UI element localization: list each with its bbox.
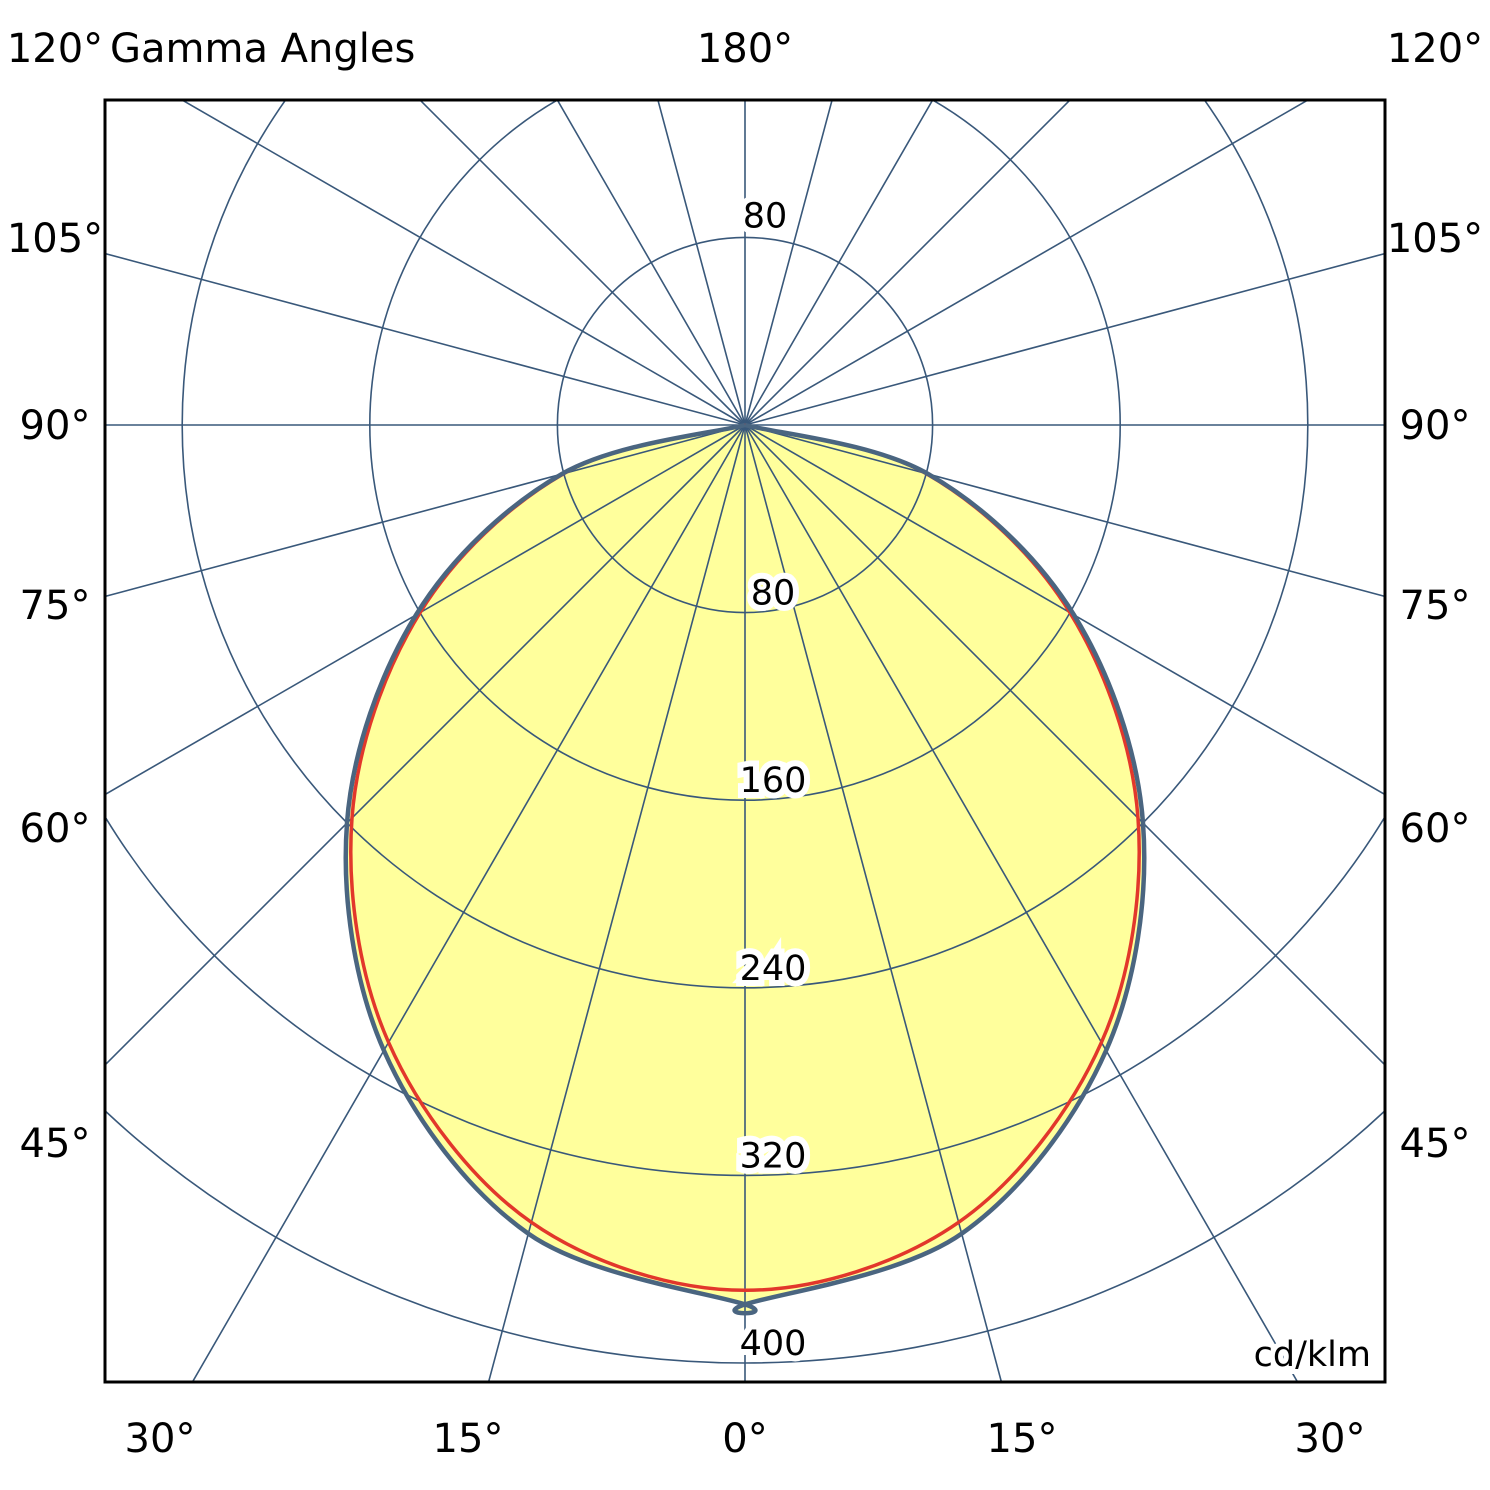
gamma-ray-line (418, 100, 746, 426)
angle-label-bottom: 30° (1295, 1416, 1366, 1462)
angle-label-left: 60° (20, 806, 91, 852)
angle-label-right: 105° (1387, 216, 1483, 262)
angle-label-left: 90° (20, 403, 91, 449)
gamma-ray-line (744, 100, 1310, 426)
gamma-ray-line (744, 424, 1385, 1067)
gamma-ray-line (744, 100, 1072, 426)
plot-frame (103, 98, 1387, 1384)
gamma-ray-line (657, 100, 746, 426)
angle-label-right: 45° (1400, 1121, 1471, 1167)
gamma-ray-line (744, 100, 934, 426)
angle-label-bottom: 0° (722, 1416, 767, 1462)
gamma-ray-line (487, 424, 746, 1382)
intensity-curve-red (349, 423, 1141, 1293)
radial-tick-label-lower: 160 (740, 761, 807, 801)
gamma-ray-line (744, 424, 1385, 598)
gamma-ray-line (191, 424, 746, 1382)
angle-label-right: 120° (1387, 26, 1483, 72)
gamma-ray-line (744, 424, 1003, 1382)
gamma-ray-line (744, 252, 1385, 426)
gamma-ray-line (105, 424, 746, 598)
radial-tick-label-upper: 80 (743, 196, 788, 236)
angle-label-right: 60° (1400, 806, 1471, 852)
angle-label-top: 180° (697, 26, 793, 72)
angle-label-right: 90° (1400, 403, 1471, 449)
gamma-ray-line (744, 100, 833, 426)
gamma-ray-line (744, 424, 1385, 796)
gamma-ray-line (556, 100, 746, 426)
radial-tick-label-lower: 240 (740, 949, 807, 989)
units-label: cd/klm (1254, 1335, 1371, 1375)
gamma-ray-line (105, 424, 746, 1067)
angle-label-left: 120° (7, 26, 103, 72)
angle-label-left: 75° (20, 583, 91, 629)
gamma-ray-line (105, 252, 746, 426)
intensity-curve-blue (343, 422, 1147, 1316)
gamma-ray-line (180, 100, 746, 426)
angle-label-bottom: 30° (125, 1416, 196, 1462)
radial-tick-label-lower: 400 (740, 1324, 807, 1364)
angle-label-left: 105° (7, 216, 103, 262)
gamma-ray-line (105, 424, 746, 796)
angle-label-right: 75° (1400, 583, 1471, 629)
gamma-ray-line (744, 424, 1299, 1382)
radial-tick-label-lower: 320 (740, 1136, 807, 1176)
angle-label-bottom: 15° (433, 1416, 504, 1462)
angle-label-left: 45° (20, 1121, 91, 1167)
chart-title: Gamma Angles (110, 26, 415, 72)
angle-label-bottom: 15° (987, 1416, 1058, 1462)
radial-tick-label-lower: 80 (751, 574, 796, 614)
